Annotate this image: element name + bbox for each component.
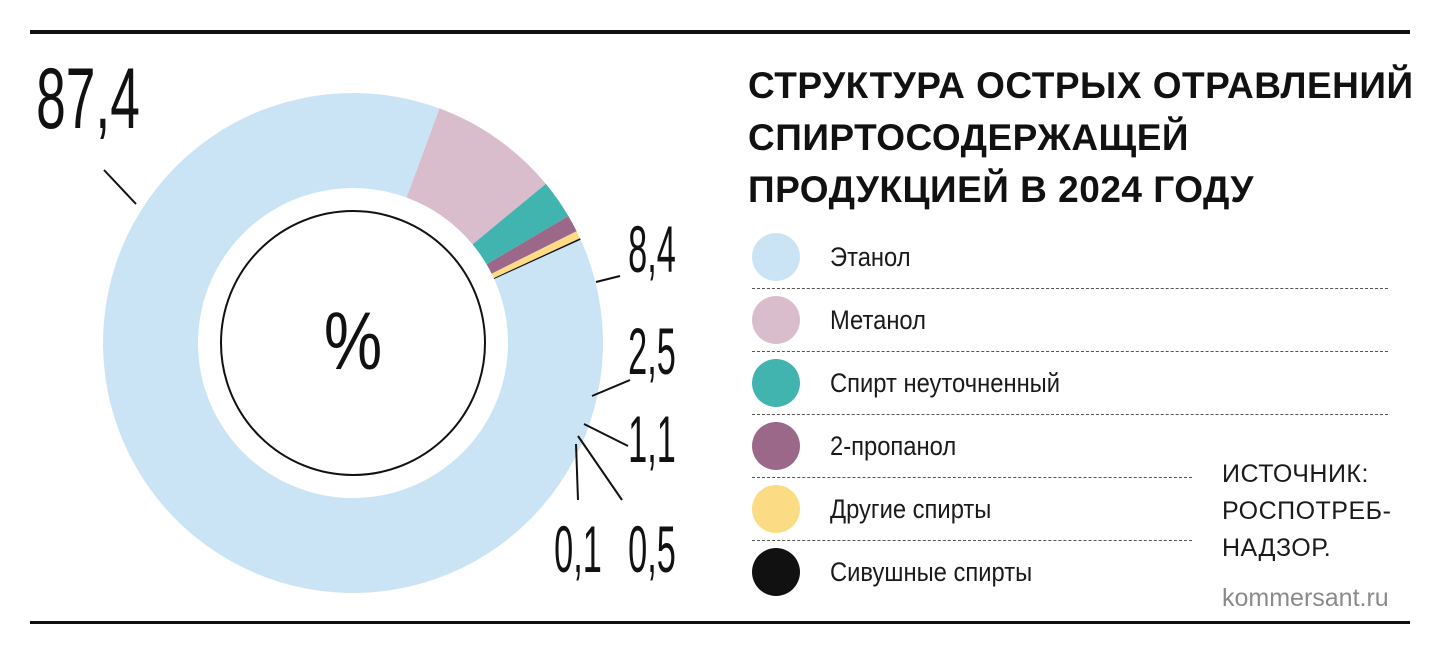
legend-label: Метанол <box>830 304 927 335</box>
legend-label: Сивушные спирты <box>830 556 1033 587</box>
legend-item: Этанол <box>752 226 1388 289</box>
inner-circle <box>220 210 486 476</box>
chart-title: СТРУКТУРА ОСТРЫХ ОТРАВЛЕНИЙ СПИРТОСОДЕРЖ… <box>748 65 1414 210</box>
leader-line-5 <box>577 435 623 501</box>
legend-label: Этанол <box>830 241 911 272</box>
leader-line-1 <box>103 169 137 205</box>
leader-line-3 <box>591 379 631 397</box>
leader-line-4 <box>583 423 629 447</box>
legend-swatch <box>752 296 800 344</box>
legend-item: Другие спирты <box>752 478 1192 541</box>
slice-5 <box>491 231 581 279</box>
legend-item: Спирт неуточненный <box>752 352 1388 415</box>
legend-swatch <box>752 233 800 281</box>
slice-2 <box>406 108 546 245</box>
leader-line-2 <box>595 275 621 283</box>
slice-6 <box>493 238 581 279</box>
legend-swatch <box>752 422 800 470</box>
data-label-6: 0,1 <box>554 513 602 587</box>
legend-swatch <box>752 359 800 407</box>
data-label-3: 2,5 <box>628 315 676 389</box>
center-label: % <box>324 295 382 387</box>
leader-line-6 <box>575 443 579 501</box>
legend-label: Другие спирты <box>830 493 992 524</box>
slice-1 <box>103 92 604 594</box>
data-label-4: 1,1 <box>628 403 676 477</box>
legend-label: 2-пропанол <box>830 430 957 461</box>
data-label-1: 87,4 <box>36 51 140 147</box>
legend-swatch <box>752 485 800 533</box>
legend-label: Спирт неуточненный <box>830 367 1061 398</box>
bottom-rule <box>30 621 1410 624</box>
legend-swatch <box>752 548 800 596</box>
legend-item: Метанол <box>752 289 1388 352</box>
data-label-2: 8,4 <box>628 213 676 287</box>
legend-item: Сивушные спирты <box>752 541 1192 603</box>
slice-3 <box>472 183 569 265</box>
site-credit: kommersant.ru <box>1222 584 1389 612</box>
top-rule <box>30 30 1410 34</box>
chart-legend: Этанол Метанол Спирт неуточненный 2-пропано… <box>752 226 1388 603</box>
donut-chart: % 87,4 8,4 2,5 1,1 0,5 0,1 <box>36 51 676 594</box>
data-label-5: 0,5 <box>628 513 676 587</box>
legend-item: 2-пропанол <box>752 415 1192 478</box>
slice-4 <box>486 216 577 274</box>
source-note: ИСТОЧНИК: РОСПОТРЕБ- НАДЗОР. <box>1222 460 1392 562</box>
